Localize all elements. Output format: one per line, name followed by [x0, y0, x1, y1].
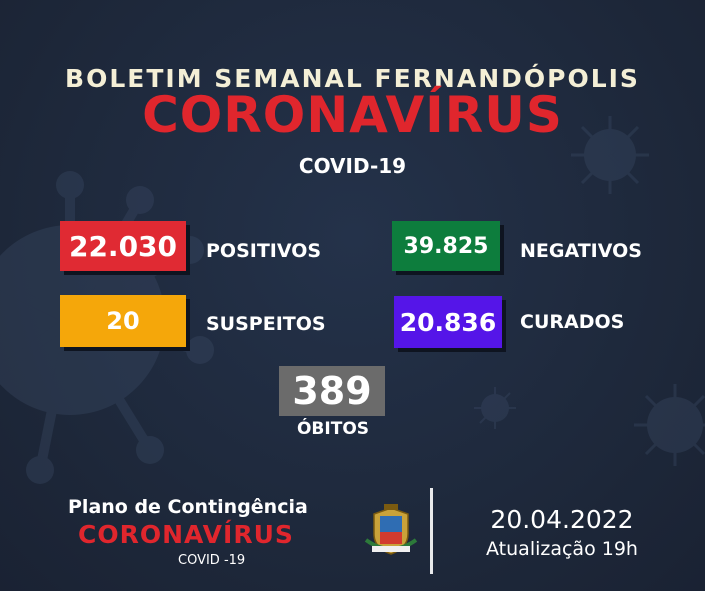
curados-label: CURADOS	[520, 311, 625, 333]
bulletin-date: 20.04.2022	[490, 505, 634, 534]
plan-title: Plano de Contingência	[68, 496, 308, 518]
suspeitos-label: SUSPEITOS	[206, 313, 326, 335]
suspeitos-value: 20	[60, 295, 186, 347]
curados-value: 20.836	[394, 296, 502, 348]
negativos-value: 39.825	[392, 221, 500, 271]
obitos-value: 389	[279, 366, 385, 416]
page-title: CORONAVÍRUS	[142, 86, 563, 144]
virus-icon	[634, 384, 705, 466]
positivos-label: POSITIVOS	[206, 240, 322, 262]
city-crest-icon	[364, 504, 418, 555]
obitos-label: ÓBITOS	[296, 419, 370, 439]
virus-icon	[474, 387, 516, 429]
negativos-label: NEGATIVOS	[520, 240, 642, 262]
plan-name: CORONAVÍRUS	[78, 520, 294, 549]
update-time: Atualização 19h	[486, 538, 638, 560]
positivos-value: 22.030	[60, 221, 186, 271]
virus-icon	[571, 116, 649, 194]
footer-divider	[430, 488, 433, 574]
plan-subtitle: COVID -19	[178, 553, 246, 568]
bulletin-heading: BOLETIM SEMANAL FERNANDÓPOLIS	[65, 64, 640, 93]
page-subtitle: COVID-19	[298, 154, 407, 178]
